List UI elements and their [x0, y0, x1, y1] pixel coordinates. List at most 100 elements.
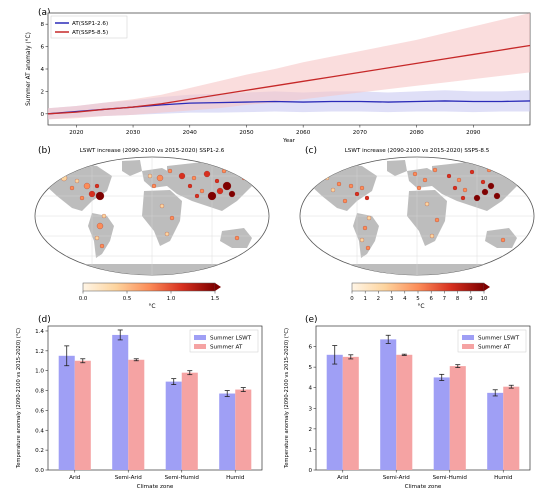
lake-marker — [469, 169, 475, 175]
lake-marker — [99, 243, 105, 249]
lake-marker — [434, 217, 440, 223]
continent-shape — [485, 228, 517, 248]
lake-marker — [422, 177, 428, 183]
legend-swatch — [462, 344, 474, 349]
lake-marker — [151, 183, 157, 189]
colorbar — [82, 282, 216, 292]
panel-label-a: (a) — [38, 8, 51, 18]
bar — [326, 354, 343, 470]
y-tick-label: 1.2 — [35, 349, 44, 355]
legend-box — [457, 329, 527, 353]
lake-marker — [365, 245, 371, 251]
colorbar-label: °C — [417, 303, 424, 310]
legend-box — [50, 15, 128, 39]
x-tick-label: 2070 — [353, 130, 368, 136]
lake-marker — [228, 190, 236, 198]
x-axis-label: Year — [282, 138, 296, 144]
y-tick-label: 0 — [308, 468, 312, 474]
legend: Summer LSWT Summer AT — [457, 329, 527, 353]
y-axis-label: Summer AT anomaly (°C) — [26, 32, 32, 106]
continent-shape — [88, 213, 114, 258]
bar — [219, 393, 236, 470]
lake-marker — [487, 182, 495, 190]
colorbar-tick-label: 2 — [377, 296, 380, 302]
bar — [487, 392, 504, 470]
legend-swatch — [194, 344, 206, 349]
bar — [342, 356, 359, 470]
lake-marker — [416, 185, 422, 191]
colorbar-tick-label: 4 — [403, 296, 407, 302]
y-axis-label: Temperature anomaly (2090-2100 vs 2015-2… — [16, 328, 22, 469]
x-tick-label: Semi-Humid — [433, 475, 468, 481]
lake-marker — [214, 178, 220, 184]
continent-shape — [387, 160, 407, 176]
lake-marker — [164, 231, 170, 237]
lake-marker — [424, 201, 430, 207]
colorbar-tick-label: 3 — [390, 296, 393, 302]
lake-marker — [222, 181, 232, 191]
x-tick-label: 2080 — [409, 130, 424, 136]
y-tick-label: 0.4 — [35, 428, 44, 434]
bar — [128, 359, 145, 470]
uncertainty-band — [48, 13, 530, 120]
lake-marker — [473, 194, 481, 202]
colorbar-tick-label: 9 — [469, 296, 473, 302]
panel-label-e: (e) — [305, 315, 318, 325]
lake-marker — [336, 181, 342, 187]
bar — [449, 366, 466, 470]
y-tick-label: 1.4 — [35, 329, 44, 335]
lake-marker — [79, 195, 85, 201]
y-tick-label: 1.0 — [35, 369, 44, 375]
colorbar — [351, 282, 485, 292]
y-tick-label: 1 — [308, 447, 312, 453]
lake-marker — [88, 190, 96, 198]
bar-chart-ssp585: Arid Semi-Arid Semi-Humid Humid 0 1 2 3 4 5 6 Clima… — [284, 325, 531, 490]
y-tick-label: 6 — [40, 45, 44, 51]
x-tick-label: Humid — [226, 475, 245, 481]
bar — [380, 339, 397, 470]
y-tick-label: 8 — [40, 22, 44, 28]
lake-marker — [83, 182, 91, 190]
bar — [235, 389, 252, 470]
lake-marker — [203, 170, 211, 178]
bar — [165, 381, 182, 470]
lake-marker — [167, 168, 173, 174]
bar-chart-ssp126: Arid Semi-Arid Semi-Humid Humid 0.0 0.2 0.4 0.6… — [16, 325, 263, 490]
lake-marker — [169, 215, 175, 221]
y-tick-label: 2 — [40, 89, 44, 95]
y-tick-label: 3 — [308, 406, 312, 412]
panel-label-b: (b) — [38, 146, 51, 156]
x-tick-label: 2020 — [69, 130, 84, 136]
lake-marker — [191, 175, 197, 181]
colorbar-tick-label: 0.0 — [79, 296, 88, 302]
lake-marker — [362, 225, 368, 231]
colorbar-ticks: 0 1 2 3 4 5 6 7 8 9 10 — [350, 291, 488, 302]
lake-marker — [460, 195, 466, 201]
lake-marker — [462, 187, 468, 193]
lake-marker — [96, 222, 104, 230]
y-tick-label: 0.6 — [35, 408, 44, 414]
lake-marker — [330, 187, 336, 193]
legend-label: Summer AT — [478, 345, 511, 351]
lake-marker — [500, 237, 506, 243]
colorbar-label: °C — [148, 303, 155, 310]
lake-marker — [354, 191, 360, 197]
lake-marker — [94, 235, 100, 241]
x-tick-label: Humid — [494, 475, 513, 481]
lake-marker — [359, 185, 365, 191]
x-tick-label: Arid — [69, 475, 81, 481]
colorbar-tick-label: 0 — [350, 296, 354, 302]
continent-shape — [122, 160, 142, 176]
lake-marker — [342, 198, 348, 204]
colorbar-tick-label: 1.0 — [167, 296, 176, 302]
colorbar-tick-label: 10 — [481, 296, 488, 302]
lake-marker — [69, 185, 75, 191]
y-tick-label: 0.8 — [35, 389, 44, 395]
bar — [74, 360, 91, 470]
x-axis-label: Climate zone — [137, 484, 174, 490]
bar — [503, 386, 520, 470]
legend-swatch — [194, 335, 206, 340]
legend-label: AT(SSP1-2.6) — [72, 21, 108, 27]
lake-marker — [94, 183, 100, 189]
lake-marker — [456, 177, 462, 183]
